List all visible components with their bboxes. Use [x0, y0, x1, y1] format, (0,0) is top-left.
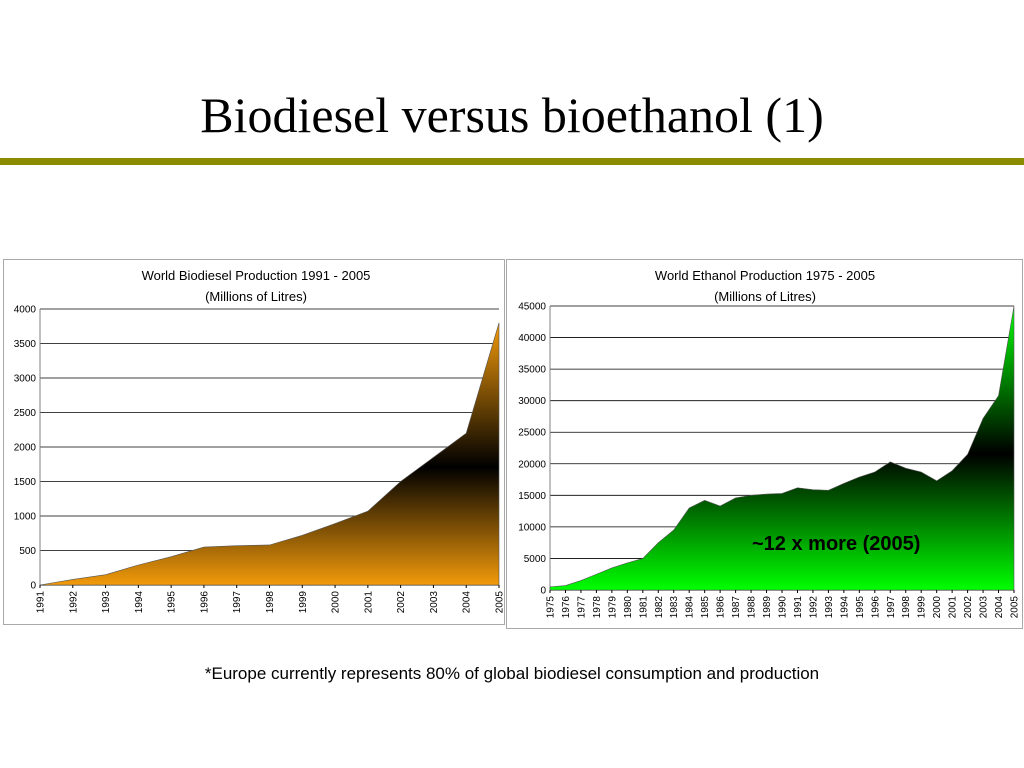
y-tick-label: 25000: [518, 428, 546, 439]
y-tick-label: 0: [30, 581, 36, 592]
y-tick-label: 10000: [518, 522, 546, 533]
data-area: [39, 322, 500, 586]
biodiesel-chart-svg: World Biodiesel Production 1991 - 2005 (M…: [14, 268, 505, 614]
ethanol-chart: World Ethanol Production 1975 - 2005 (Mil…: [506, 259, 1023, 629]
data-area: [549, 305, 1015, 591]
x-tick-label: 1986: [716, 596, 727, 619]
x-tick-label: 1994: [839, 596, 850, 619]
x-tick-label: 1988: [747, 596, 758, 619]
y-tick-label: 35000: [518, 365, 546, 376]
x-tick-label: 1981: [638, 596, 649, 619]
x-tick-label: 1997: [886, 596, 897, 619]
x-tick-label: 1987: [731, 596, 742, 619]
y-tick-label: 2500: [14, 408, 37, 419]
ethanol-chart-subtitle: (Millions of Litres): [714, 289, 816, 304]
biodiesel-chart: World Biodiesel Production 1991 - 2005 (M…: [3, 259, 505, 625]
x-tick-label: 1980: [623, 596, 634, 619]
x-tick-label: 1983: [669, 596, 680, 619]
x-tick-label: 1979: [607, 596, 618, 619]
y-tick-label: 1500: [14, 477, 37, 488]
x-tick-label: 1991: [36, 591, 47, 614]
y-tick-label: 2000: [14, 443, 37, 454]
x-tick-label: 1996: [199, 591, 210, 614]
x-tick-label: 2004: [994, 596, 1005, 619]
x-tick-label: 1976: [561, 596, 572, 619]
x-tick-label: 1982: [654, 596, 665, 619]
x-tick-label: 2003: [429, 591, 440, 614]
ethanol-chart-title: World Ethanol Production 1975 - 2005: [655, 268, 875, 283]
x-tick-label: 2005: [495, 591, 505, 614]
x-tick-label: 1975: [546, 596, 557, 619]
y-tick-label: 20000: [518, 459, 546, 470]
x-tick-label: 1995: [167, 591, 178, 614]
x-tick-label: 1989: [762, 596, 773, 619]
y-tick-label: 15000: [518, 491, 546, 502]
slide-title: Biodiesel versus bioethanol (1): [200, 87, 824, 143]
x-tick-label: 1991: [793, 596, 804, 619]
y-tick-label: 0: [540, 586, 546, 597]
y-tick-label: 4000: [14, 305, 37, 316]
y-tick-label: 3000: [14, 374, 37, 385]
x-tick-label: 1996: [870, 596, 881, 619]
x-tick-label: 1993: [101, 591, 112, 614]
footnote: *Europe currently represents 80% of glob…: [204, 664, 820, 683]
x-tick-label: 2004: [462, 591, 473, 614]
x-tick-label: 2005: [1010, 596, 1021, 619]
x-tick-label: 2002: [396, 591, 407, 614]
title-rule: [0, 158, 1024, 165]
x-tick-label: 2001: [363, 591, 374, 614]
x-tick-label: 1992: [808, 596, 819, 619]
x-tick-label: 1978: [592, 596, 603, 619]
x-tick-label: 1995: [855, 596, 866, 619]
x-tick-label: 1984: [685, 596, 696, 619]
y-tick-label: 40000: [518, 333, 546, 344]
x-tick-label: 1997: [232, 591, 243, 614]
y-tick-label: 5000: [524, 554, 547, 565]
x-tick-label: 1977: [576, 596, 587, 619]
x-tick-label: 2000: [331, 591, 342, 614]
biodiesel-chart-title: World Biodiesel Production 1991 - 2005: [142, 268, 371, 283]
x-tick-label: 2000: [932, 596, 943, 619]
y-tick-label: 500: [19, 546, 36, 557]
x-tick-label: 1990: [778, 596, 789, 619]
x-tick-label: 1998: [901, 596, 912, 619]
x-tick-label: 1992: [68, 591, 79, 614]
x-tick-label: 2002: [963, 596, 974, 619]
x-tick-label: 2003: [979, 596, 990, 619]
x-tick-label: 1985: [700, 596, 711, 619]
ethanol-chart-svg: World Ethanol Production 1975 - 2005 (Mil…: [518, 268, 1021, 619]
y-tick-label: 45000: [518, 302, 546, 313]
comparison-annotation: ~12 x more (2005): [752, 533, 921, 555]
x-tick-label: 1998: [265, 591, 276, 614]
x-tick-label: 1999: [298, 591, 309, 614]
x-tick-label: 1993: [824, 596, 835, 619]
y-tick-label: 30000: [518, 396, 546, 407]
y-tick-label: 1000: [14, 512, 37, 523]
x-tick-label: 1999: [917, 596, 928, 619]
x-tick-label: 2001: [948, 596, 959, 619]
y-tick-label: 3500: [14, 339, 37, 350]
biodiesel-chart-subtitle: (Millions of Litres): [205, 289, 307, 304]
x-tick-label: 1994: [134, 591, 145, 614]
